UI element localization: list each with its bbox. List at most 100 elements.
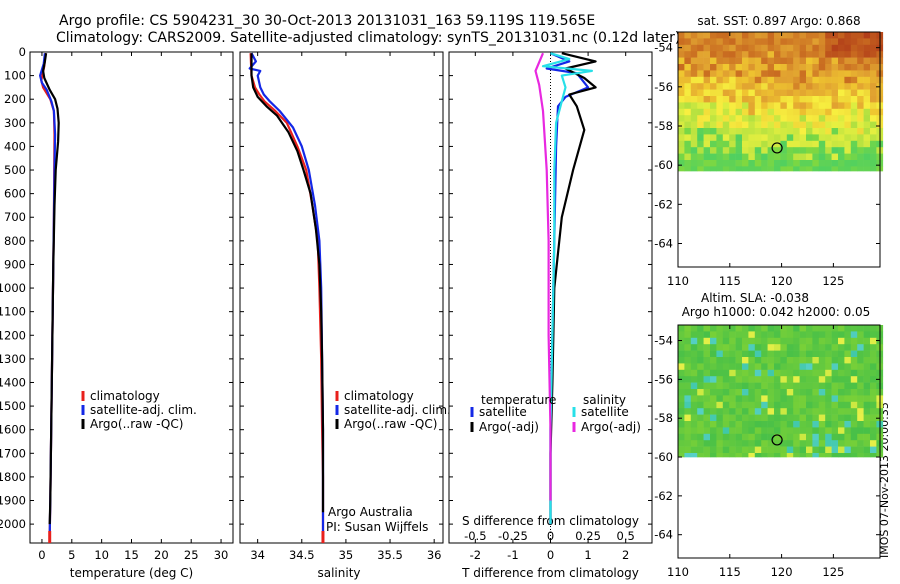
heatmap-cell (697, 38, 704, 46)
heatmap-cell (761, 160, 768, 167)
heatmap-cell (825, 376, 832, 383)
heatmap-cell (710, 433, 717, 441)
heatmap-cell (703, 427, 711, 435)
heatmap-cell (812, 128, 820, 135)
heatmap-cell (767, 160, 775, 167)
heatmap-cell (684, 408, 692, 415)
legend-label: Argo(-adj) (479, 420, 539, 434)
heatmap-cell (774, 369, 781, 377)
heatmap-cell (863, 344, 871, 351)
heatmap-cell (710, 64, 717, 71)
heatmap-cell (844, 108, 852, 116)
heatmap-cell (806, 395, 813, 403)
map-ytick-label: -56 (654, 80, 673, 94)
heatmap-cell (825, 96, 832, 103)
heatmap-cell (716, 166, 724, 172)
heatmap-cell (831, 102, 839, 110)
heatmap-cell (729, 121, 736, 129)
heatmap-cell (793, 166, 800, 172)
heatmap-cell (850, 427, 858, 435)
heatmap-cell (742, 363, 749, 371)
heatmap-cell (831, 153, 839, 161)
legend-label: Argo(..raw -QC) (90, 417, 183, 431)
heatmap-cell (838, 115, 845, 122)
heatmap-cell (850, 401, 858, 409)
heatmap-cell (831, 51, 839, 58)
heatmap-cell (870, 344, 877, 351)
heatmap-cell (838, 331, 845, 339)
heatmap-cell (850, 160, 858, 167)
heatmap-cell (690, 153, 698, 161)
heatmap-cell (716, 421, 724, 428)
ytick-label: 1800 (0, 470, 26, 484)
heatmap-cell (690, 421, 698, 428)
ytick-label: 1500 (0, 399, 26, 413)
heatmap-cell (767, 108, 775, 116)
heatmap-cell (838, 421, 845, 428)
heatmap-cell (863, 153, 871, 161)
heatmap-cell (825, 102, 832, 110)
heatmap-cell (806, 401, 813, 409)
heatmap-cell (780, 440, 788, 447)
heatmap-cell (806, 166, 813, 172)
ytick-label: 800 (4, 234, 26, 248)
heatmap-cell (799, 325, 807, 332)
heatmap-cell (799, 134, 807, 142)
heatmap-cell (870, 331, 877, 339)
heatmap-cell (812, 147, 820, 154)
heatmap-cell (774, 357, 781, 364)
heatmap-cell (729, 376, 736, 383)
heatmap-cell (799, 401, 807, 409)
heatmap-cell (678, 102, 685, 110)
sst-map-title: sat. SST: 0.897 Argo: 0.868 (697, 14, 860, 28)
heatmap-cell (870, 83, 877, 90)
heatmap-cell (818, 401, 826, 409)
heatmap-cell (857, 89, 864, 97)
heatmap-cell (697, 331, 704, 339)
heatmap-cell (697, 453, 704, 458)
heatmap-cell (799, 344, 807, 351)
heatmap-cell (780, 427, 788, 435)
heatmap-cell (722, 382, 730, 390)
heatmap-cell (818, 96, 826, 103)
heatmap-cell (870, 70, 877, 78)
heatmap-cell (761, 115, 768, 122)
heatmap-cell (716, 44, 724, 52)
map-ytick-label: -58 (654, 411, 673, 425)
heatmap-cell (780, 51, 788, 58)
heatmap-cell (786, 433, 794, 441)
legend-label: satellite (581, 405, 629, 419)
heatmap-cell (786, 344, 794, 351)
heatmap-cell (799, 83, 807, 90)
heatmap-cell (825, 121, 832, 129)
heatmap-cell (850, 44, 858, 52)
heatmap-cell (748, 70, 756, 78)
heatmap-cell (818, 76, 826, 84)
heatmap-cell (710, 89, 717, 97)
heatmap-cell (697, 395, 704, 403)
heatmap-cell (729, 108, 736, 116)
heatmap-cell (818, 51, 826, 58)
heatmap-cell (690, 57, 698, 65)
heatmap-cell (697, 401, 704, 409)
heatmap-cell (761, 440, 768, 447)
heatmap-cell (690, 160, 698, 167)
heatmap-cell (690, 376, 698, 383)
heatmap-cell (838, 96, 845, 103)
heatmap-cell (742, 325, 749, 332)
map-ytick-label: -60 (654, 158, 673, 172)
heatmap-cell (793, 44, 800, 52)
heatmap-cell (812, 331, 820, 339)
sla_map-cells (678, 325, 884, 458)
heatmap-cell (742, 32, 749, 39)
heatmap-cell (825, 128, 832, 135)
heatmap-cell (767, 57, 775, 65)
heatmap-cell (722, 325, 730, 332)
heatmap-cell (825, 357, 832, 364)
heatmap-cell (786, 44, 794, 52)
heatmap-cell (857, 357, 864, 364)
heatmap-cell (767, 64, 775, 71)
heatmap-cell (793, 408, 800, 415)
heatmap-cell (748, 337, 756, 345)
heatmap-cell (870, 337, 877, 345)
